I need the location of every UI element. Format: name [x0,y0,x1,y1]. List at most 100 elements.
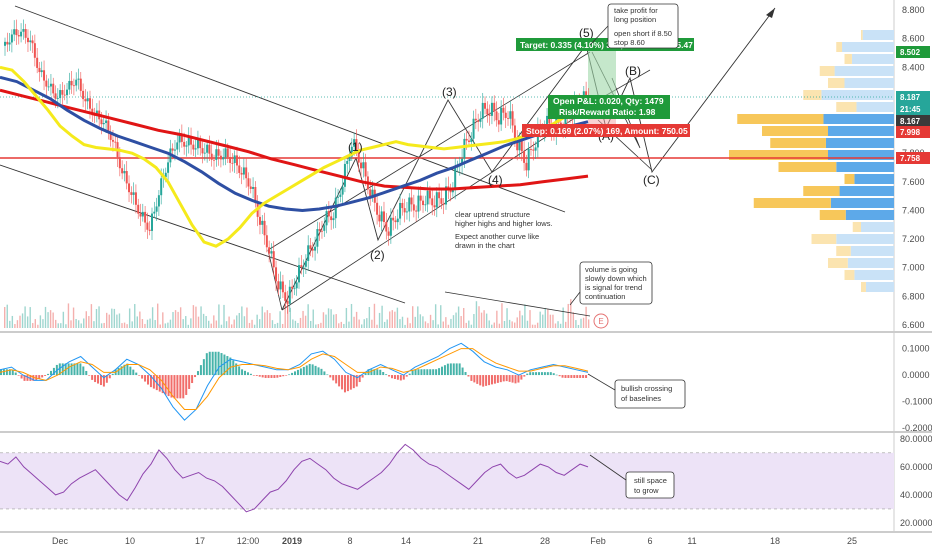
volume-bar [396,307,399,328]
y-tick-label: 8.600 [902,34,925,44]
candle-body [507,117,510,119]
macd-histogram-bar [435,369,438,376]
volume-bar [434,304,437,328]
candle-body [111,139,114,142]
macd-histogram-bar [305,365,308,376]
candle-body [245,167,248,179]
macd-histogram-bar [252,375,255,376]
volume-bar [11,315,14,328]
macd-histogram-bar [420,369,423,376]
candle-body [295,282,298,289]
volume-bar [266,310,269,328]
volume-bar [19,315,21,328]
macd-histogram [0,351,588,399]
y-tick-label: 7.000 [902,263,925,273]
volume-bar [261,306,263,328]
macd-histogram-bar [405,375,408,377]
candle-body [91,108,94,116]
take-profit-text-1: long position [614,15,656,24]
volume-bar [154,320,156,328]
volume-bar [195,306,197,328]
x-tick-label: 12:00 [237,536,260,546]
candle-body [419,195,422,201]
candle-body [376,202,379,215]
macd-histogram-bar [249,373,252,376]
macd-histogram-bar [323,371,326,376]
volume-bar [475,301,478,328]
candle-body [309,245,312,249]
macd-histogram-bar [482,375,485,387]
candle-body [270,251,273,254]
candle-body [433,205,436,208]
macd-histogram-bar [44,375,47,376]
macd-histogram-bar [73,363,76,376]
volume-bar [70,320,72,328]
volume-bar [450,318,452,328]
macd-y-tick-label: 0.1000 [902,344,930,354]
volume-bar [177,311,179,328]
macd-histogram-bar [370,369,373,376]
candle-body [88,98,91,109]
candle-body [13,29,16,35]
macd-histogram-bar [538,372,541,376]
macd-histogram-bar [79,363,82,376]
volume-profile-bar [828,258,848,268]
volume-profile-bar [803,90,822,100]
volume-bar [251,319,253,328]
wave-label: (C) [643,173,660,187]
volume-bar [98,306,100,328]
candle-body [201,148,204,154]
rsi-band [0,452,894,509]
macd-histogram-bar [161,375,164,394]
ma-mid-line [0,75,589,213]
volume-bar [75,319,77,328]
macd-histogram-bar [85,370,88,376]
macd-histogram-bar [511,375,514,383]
uptrend-text-3: Expect another curve like [455,232,539,241]
candle-body [144,211,147,223]
macd-histogram-bar [314,365,317,376]
candle-body [224,148,227,158]
volume-bar [55,319,57,328]
macd-histogram-bar [308,363,311,376]
volume-bar [146,319,149,328]
y-tick-label: 8.400 [902,62,925,72]
macd-histogram-bar [241,369,244,376]
volume-bar [95,308,98,328]
candle-body [20,31,23,37]
volume-bar [111,308,113,328]
candle-body [410,197,413,205]
volume-profile-bar [836,234,894,244]
macd-histogram-bar [214,351,217,376]
macd-histogram-bar [179,375,182,399]
volume-bar [381,305,383,328]
volume-profile-bar [845,210,894,220]
candle-body [548,115,551,124]
volume-bar [169,319,172,328]
candle-body [497,120,500,125]
volume-bar [269,313,271,328]
macd-histogram-bar [232,360,235,376]
candle-body [405,211,408,213]
macd-histogram-bar [144,375,147,382]
candle-body [196,139,199,149]
channel-base [267,249,283,311]
volume-bar [376,324,378,328]
y-tick-label: 6.800 [902,291,925,301]
macd-histogram-bar [499,375,502,383]
macd-histogram-bar [585,375,588,378]
earnings-icon[interactable] [593,313,609,329]
earnings-marker[interactable]: E [593,313,609,329]
volume-bar [526,320,529,328]
candle-body [518,139,521,151]
macd-histogram-bar [449,363,452,376]
candle-body [479,118,482,122]
volume-bar [514,322,516,328]
candle-body [38,67,41,73]
macd-histogram-bar [373,369,376,376]
volume-text-2: is signal for trend [585,283,642,292]
candle-body [26,37,29,43]
volume-bar [529,310,531,328]
uptrend-channel-upper [267,51,591,251]
target-arrow-head [766,8,775,18]
